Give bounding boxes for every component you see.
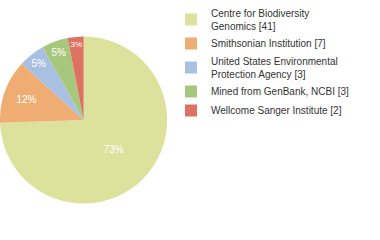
svg-text:5%: 5% xyxy=(31,58,46,69)
svg-text:Wellcome Sanger Institute [2]: Wellcome Sanger Institute [2] xyxy=(211,105,342,116)
svg-text:Centre for BiodiversityGenomic: Centre for BiodiversityGenomics [41] xyxy=(211,8,309,32)
svg-text:12%: 12% xyxy=(16,94,36,105)
svg-text:Mined from GenBank, NCBI [3]: Mined from GenBank, NCBI [3] xyxy=(211,86,349,97)
svg-text:3%: 3% xyxy=(70,40,82,49)
svg-text:73%: 73% xyxy=(104,144,124,155)
svg-text:Smithsonian Institution [7]: Smithsonian Institution [7] xyxy=(211,38,326,49)
svg-text:5%: 5% xyxy=(51,47,66,58)
svg-text:United States EnvironmentalPro: United States EnvironmentalProtection Ag… xyxy=(211,56,338,80)
